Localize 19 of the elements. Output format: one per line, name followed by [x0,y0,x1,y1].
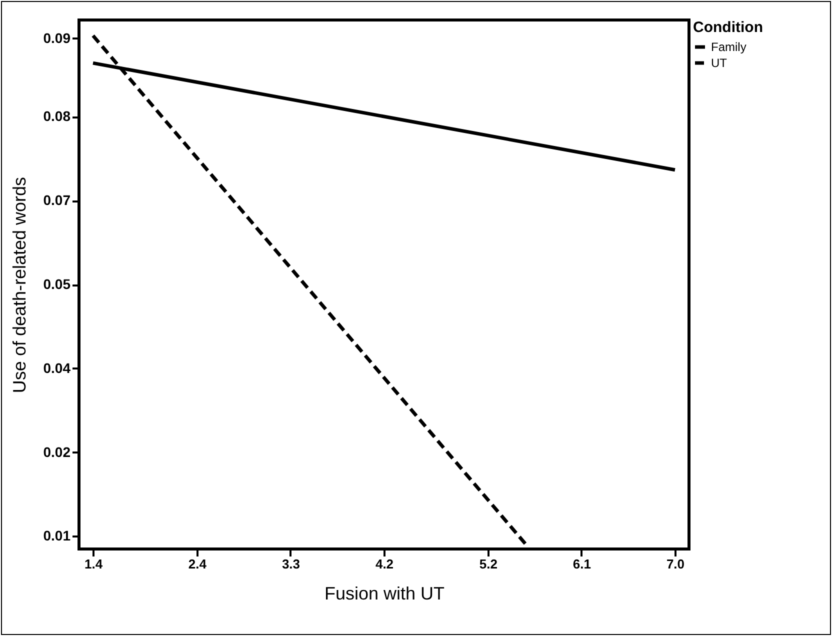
y-tick-label: 0.09 [43,30,71,46]
x-tick-label: 3.3 [282,556,300,572]
legend-label: UT [711,56,728,70]
legend-label: Family [711,40,746,54]
y-tick-label: 0.07 [43,192,71,208]
x-tick-label: 4.2 [375,556,394,572]
x-axis-title: Fusion with UT [324,584,445,604]
x-tick-label: 1.4 [84,556,104,572]
x-tick-label: 7.0 [666,556,685,572]
legend-title: Condition [693,19,763,36]
y-tick-label: 0.05 [43,276,71,292]
y-tick-label: 0.01 [43,528,71,544]
y-tick-label: 0.02 [43,444,71,460]
x-tick-label: 5.2 [479,556,498,572]
y-axis-title: Use of death-related words [9,176,30,394]
y-tick-label: 0.04 [43,360,71,376]
x-tick-label: 6.1 [572,556,591,572]
x-tick-label: 2.4 [188,556,208,572]
y-tick-label: 0.08 [43,108,71,124]
